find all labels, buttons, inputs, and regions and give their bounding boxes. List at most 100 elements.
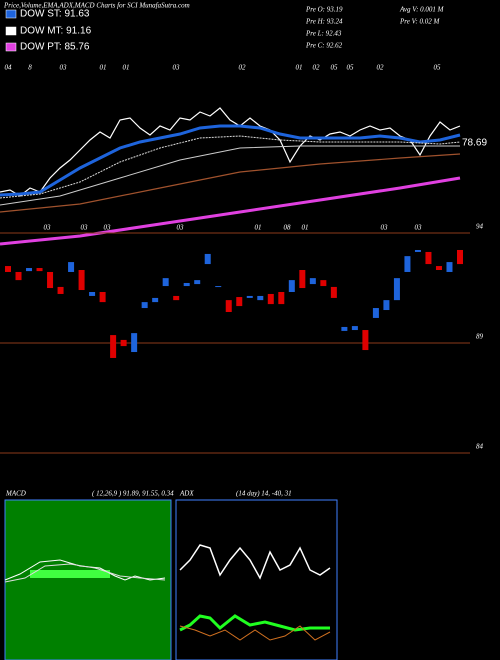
legend-swatch <box>5 9 17 19</box>
info-text: Pre H: 93.24 <box>305 18 343 26</box>
date-label: 03 <box>81 224 89 232</box>
adx-label: ADX <box>179 490 194 498</box>
candle-body <box>194 280 201 285</box>
candle-body <box>236 297 243 307</box>
candle-body <box>246 295 253 298</box>
candle-body <box>173 295 180 301</box>
ema-pt <box>0 176 461 246</box>
candle-body <box>267 293 274 305</box>
candle-body <box>183 282 190 287</box>
date-label: 03 <box>104 224 112 232</box>
di-minus <box>179 625 331 641</box>
candle-body <box>204 253 211 265</box>
candle-body <box>36 268 43 272</box>
candle-body <box>393 278 400 301</box>
macd-histogram <box>30 570 110 578</box>
date-label: 02 <box>239 64 247 72</box>
candle-body <box>309 278 316 285</box>
ema-long <box>0 145 460 206</box>
price-line <box>0 107 461 197</box>
date-label: 03 <box>381 224 389 232</box>
date-label: 04 <box>5 64 13 72</box>
candle-body <box>78 270 85 291</box>
candle-body <box>99 291 106 303</box>
candle-body <box>141 302 148 309</box>
info-text: Pre C: 92.62 <box>305 42 343 50</box>
legend-label: DOW MT: 91.16 <box>20 26 92 37</box>
macd-background <box>4 499 172 660</box>
candle-body <box>162 278 169 287</box>
date-label: 02 <box>377 64 385 72</box>
candle-body <box>341 326 348 331</box>
candle-body <box>457 249 463 265</box>
candle-body <box>330 286 337 298</box>
candle-body <box>351 326 358 331</box>
candle-body <box>15 271 22 281</box>
candle-body <box>68 262 75 272</box>
date-label: 05 <box>347 64 355 72</box>
candle-body <box>435 266 442 271</box>
date-label: 01 <box>255 224 262 232</box>
legend-swatch <box>5 42 17 52</box>
candle-body <box>278 291 285 305</box>
candle-body <box>425 251 432 265</box>
ema-short <box>0 124 461 197</box>
candle-body <box>288 280 295 292</box>
macd-signal <box>4 563 166 583</box>
candle-body <box>110 335 117 358</box>
candle-body <box>383 300 390 311</box>
candle-body <box>152 297 159 303</box>
y-tick-label: 89 <box>476 333 484 341</box>
macd-line <box>4 559 166 581</box>
macd-params: ( 12,26,9 ) 91.89, 91.55, 0.34 <box>92 490 174 498</box>
candle-body <box>215 286 222 288</box>
legend-label: DOW ST: 91.63 <box>20 9 90 20</box>
candle-body <box>225 300 232 313</box>
ema-panel <box>0 107 461 246</box>
date-label: 05 <box>434 64 442 72</box>
candle-body <box>89 291 96 296</box>
date-label: 03 <box>415 224 423 232</box>
legend-label: DOW PT: 85.76 <box>20 42 90 53</box>
candle-body <box>362 330 369 351</box>
candle-body <box>131 333 138 353</box>
date-label: 01 <box>296 64 303 72</box>
macd-label: MACD <box>5 490 26 498</box>
page-title: Price,Volume,EMA,ADX,MACD Charts for SCI… <box>3 2 190 10</box>
adx-background <box>175 499 338 660</box>
date-label: 03 <box>44 224 52 232</box>
y-tick-label: 94 <box>476 223 484 231</box>
adx-line <box>179 544 331 580</box>
candle-body <box>299 270 306 289</box>
candle-body <box>446 262 453 272</box>
date-label: 02 <box>313 64 321 72</box>
candle-body <box>5 266 11 272</box>
di-plus <box>179 614 330 632</box>
info-text: Avg V: 0.001 M <box>399 6 445 14</box>
date-label: 08 <box>284 224 292 232</box>
candle-body <box>47 271 54 289</box>
legend-swatch <box>5 26 17 36</box>
info-text: Pre V: 0.02 M <box>399 18 440 26</box>
date-label: 03 <box>60 64 68 72</box>
date-label: 8 <box>28 64 32 72</box>
candle-body <box>320 280 327 287</box>
info-text: Pre O: 93.19 <box>305 6 343 14</box>
ema-mid <box>0 135 461 199</box>
candle-body <box>26 268 33 272</box>
y-tick-label: 84 <box>476 443 484 451</box>
ema-brown <box>0 153 461 213</box>
candle-body <box>57 286 64 294</box>
candle-body <box>120 339 127 347</box>
macd-panel <box>4 499 172 660</box>
adx-panel <box>175 499 338 660</box>
date-label: 01 <box>123 64 130 72</box>
date-label: 03 <box>177 224 185 232</box>
candle-body <box>414 249 421 252</box>
date-label: 05 <box>331 64 339 72</box>
date-label: 01 <box>100 64 107 72</box>
last-ema-label: 78.69 <box>462 138 487 149</box>
candle-body <box>257 295 264 301</box>
candle-body <box>404 256 411 272</box>
